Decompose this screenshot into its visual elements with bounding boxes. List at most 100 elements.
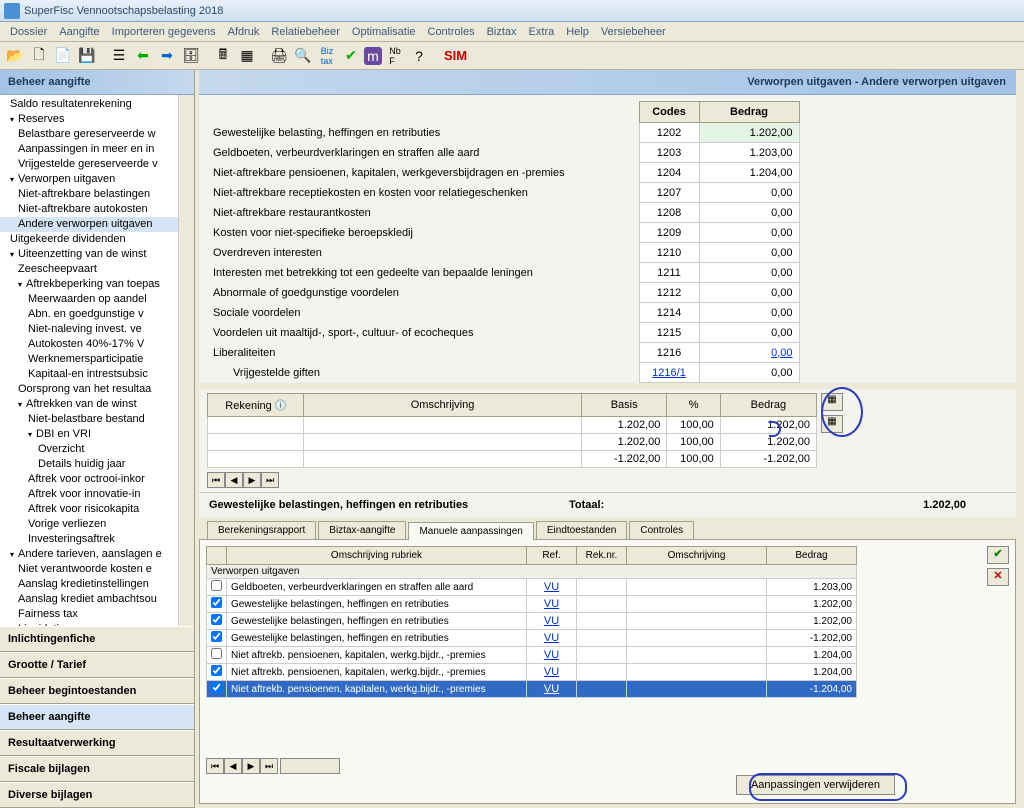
delete-button[interactable]: ✕	[987, 568, 1009, 586]
nav-last2[interactable]: ⏭	[260, 758, 278, 774]
amount-cell[interactable]: 0,00	[699, 343, 799, 363]
tree-item[interactable]: Oorsprong van het resultaa	[0, 382, 194, 397]
tree-item[interactable]: Kapitaal-en intrestsubsic	[0, 367, 194, 382]
tree-item[interactable]: Aanpassingen in meer en in	[0, 142, 194, 157]
detail-tab-4[interactable]: Controles	[629, 521, 694, 539]
apply-button[interactable]: ✔	[987, 546, 1009, 564]
tree-item[interactable]: Belastbare gereserveerde w	[0, 127, 194, 142]
check-icon[interactable]: ✔	[340, 45, 362, 67]
nav-tree[interactable]: Saldo resultatenrekening▾ReservesBelastb…	[0, 95, 194, 626]
rubriek-cell[interactable]: Niet aftrekb. pensioenen, kapitalen, wer…	[227, 681, 527, 698]
tree-item[interactable]: ▾Uiteenzetting van de winst	[0, 247, 194, 262]
ref-link[interactable]: VU	[544, 615, 559, 627]
biztax-icon[interactable]: Biztax	[316, 45, 338, 67]
detail-tab-2[interactable]: Manuele aanpassingen	[408, 522, 533, 540]
list-icon[interactable]: ☰	[108, 45, 130, 67]
remove-adjustments-button[interactable]: Aanpassingen verwijderen	[736, 775, 895, 795]
menu-afdruk[interactable]: Afdruk	[222, 24, 266, 40]
menu-biztax[interactable]: Biztax	[481, 24, 523, 40]
tree-item[interactable]: Vrijgestelde gereserveerde v	[0, 157, 194, 172]
row-checkbox[interactable]	[211, 614, 222, 625]
m-icon[interactable]: m	[364, 47, 382, 65]
export-icon[interactable]: ➡	[156, 45, 178, 67]
left-tab-0[interactable]: Inlichtingenfiche	[0, 626, 194, 652]
rubriek-cell[interactable]: Geldboeten, verbeurdverklaringen en stra…	[227, 579, 527, 596]
tree-item[interactable]: Zeescheepvaart	[0, 262, 194, 277]
tree-item[interactable]: Overzicht	[0, 442, 194, 457]
left-tab-4[interactable]: Resultaatverwerking	[0, 730, 194, 756]
tree-item[interactable]: ▾Aftrekken van de winst	[0, 397, 194, 412]
row-checkbox[interactable]	[211, 580, 222, 591]
import-icon[interactable]: ⬅	[132, 45, 154, 67]
tree-item[interactable]: Abn. en goedgunstige v	[0, 307, 194, 322]
ref-link[interactable]: VU	[544, 632, 559, 644]
row-checkbox[interactable]	[211, 631, 222, 642]
amount-cell[interactable]: 0,00	[699, 323, 799, 343]
nav-first2[interactable]: ⏮	[206, 758, 224, 774]
tree-item[interactable]: Niet-aftrekbare belastingen	[0, 187, 194, 202]
db-icon[interactable]: 🗄	[180, 45, 202, 67]
code-cell[interactable]: 1216/1	[639, 363, 699, 383]
tree-item[interactable]: Werknemersparticipatie	[0, 352, 194, 367]
amount-cell[interactable]: 0,00	[699, 283, 799, 303]
help-icon[interactable]: ?	[408, 45, 430, 67]
tree-item[interactable]: ▾Aftrekbeperking van toepas	[0, 277, 194, 292]
detail-tab-1[interactable]: Biztax-aangifte	[318, 521, 406, 539]
bedrag-cell[interactable]: 1.202,00	[767, 613, 857, 630]
ref-link[interactable]: VU	[544, 683, 559, 695]
search-icon[interactable]: 🔍	[292, 45, 314, 67]
detail-add-button[interactable]: ▦	[821, 393, 843, 411]
ref-link[interactable]: VU	[544, 598, 559, 610]
amount-cell[interactable]: 0,00	[699, 223, 799, 243]
bedrag-cell[interactable]: -1.202,00	[767, 630, 857, 647]
left-tab-5[interactable]: Fiscale bijlagen	[0, 756, 194, 782]
row-checkbox[interactable]	[211, 665, 222, 676]
sim-button[interactable]: SIM	[440, 48, 471, 63]
row-checkbox[interactable]	[211, 648, 222, 659]
nav-next2[interactable]: ▶	[242, 758, 260, 774]
menu-aangifte[interactable]: Aangifte	[53, 24, 105, 40]
save-icon[interactable]: 💾	[76, 45, 98, 67]
rubriek-cell[interactable]: Gewestelijke belastingen, heffingen en r…	[227, 596, 527, 613]
rubriek-cell[interactable]: Niet aftrekb. pensioenen, kapitalen, wer…	[227, 664, 527, 681]
amount-cell[interactable]: 0,00	[699, 363, 799, 383]
tree-item[interactable]: Uitgekeerde dividenden	[0, 232, 194, 247]
row-checkbox[interactable]	[211, 597, 222, 608]
nav-first[interactable]: ⏮	[207, 472, 225, 488]
nav-prev2[interactable]: ◀	[224, 758, 242, 774]
copy-icon[interactable]: 📄	[52, 45, 74, 67]
tree-item[interactable]: Andere verworpen uitgaven	[0, 217, 194, 232]
bedrag-cell[interactable]: 1.202,00	[767, 596, 857, 613]
menu-versiebeheer[interactable]: Versiebeheer	[595, 24, 672, 40]
left-tab-1[interactable]: Grootte / Tarief	[0, 652, 194, 678]
amount-cell[interactable]: 0,00	[699, 203, 799, 223]
bedrag-cell[interactable]: 1.204,00	[767, 647, 857, 664]
tree-item[interactable]: Aftrek voor risicokapita	[0, 502, 194, 517]
bedrag-cell[interactable]: 1.204,00	[767, 664, 857, 681]
tree-item[interactable]: Aanslag krediet ambachtsou	[0, 592, 194, 607]
tree-item[interactable]: Liquidatiereserve	[0, 622, 194, 626]
tree-item[interactable]: Aftrek voor innovatie-in	[0, 487, 194, 502]
tree-item[interactable]: Aanslag kredietinstellingen	[0, 577, 194, 592]
new-icon[interactable]: 🗋	[28, 45, 50, 67]
amount-cell[interactable]: 0,00	[699, 243, 799, 263]
menu-relatiebeheer[interactable]: Relatiebeheer	[265, 24, 346, 40]
amount-cell[interactable]: 1.204,00	[699, 163, 799, 183]
amount-cell[interactable]: 1.202,00	[699, 123, 799, 143]
left-tab-3[interactable]: Beheer aangifte	[0, 704, 194, 730]
tree-item[interactable]: ▾Verworpen uitgaven	[0, 172, 194, 187]
nav-next[interactable]: ▶	[243, 472, 261, 488]
amount-cell[interactable]: 0,00	[699, 303, 799, 323]
nav-slider[interactable]	[280, 758, 340, 774]
print-icon[interactable]: 🖨	[268, 45, 290, 67]
left-tab-6[interactable]: Diverse bijlagen	[0, 782, 194, 808]
tree-item[interactable]: ▾Reserves	[0, 112, 194, 127]
left-tab-2[interactable]: Beheer begintoestanden	[0, 678, 194, 704]
grid-icon[interactable]: ▦	[236, 45, 258, 67]
nb-icon[interactable]: NbF	[384, 45, 406, 67]
tree-item[interactable]: Meerwaarden op aandel	[0, 292, 194, 307]
tree-item[interactable]: Niet verantwoorde kosten e	[0, 562, 194, 577]
bedrag-cell[interactable]: 1.203,00	[767, 579, 857, 596]
row-checkbox[interactable]	[211, 682, 222, 693]
menu-controles[interactable]: Controles	[422, 24, 481, 40]
